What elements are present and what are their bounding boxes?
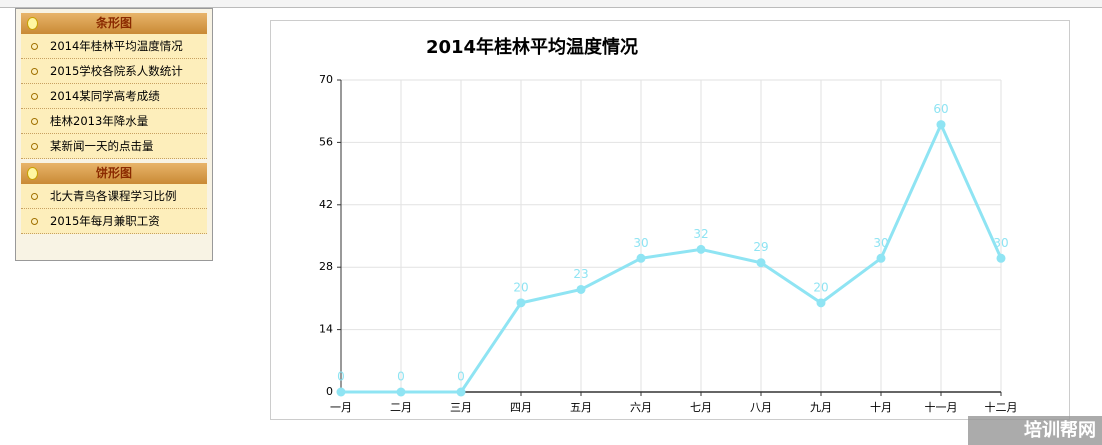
menu-item[interactable]: 北大青鸟各课程学习比例 — [21, 184, 207, 209]
data-label: 60 — [933, 102, 948, 116]
menu-item[interactable]: 2014年桂林平均温度情况 — [21, 34, 207, 59]
data-label: 23 — [573, 267, 588, 281]
y-tick-label: 42 — [319, 198, 333, 211]
data-label: 0 — [457, 370, 465, 384]
menu-item[interactable]: 某新闻一天的点击量 — [21, 134, 207, 159]
menu-item[interactable]: 桂林2013年降水量 — [21, 109, 207, 134]
x-tick-label: 十月 — [870, 400, 892, 414]
menu-item[interactable]: 2015学校各院系人数统计 — [21, 59, 207, 84]
data-point — [696, 244, 706, 254]
y-tick-label: 28 — [319, 260, 333, 273]
data-point — [456, 387, 466, 397]
x-tick-label: 二月 — [390, 401, 412, 414]
data-label: 0 — [397, 370, 405, 384]
data-point — [816, 298, 826, 308]
x-tick-label: 九月 — [810, 401, 832, 414]
data-label: 30 — [993, 236, 1008, 250]
data-label: 29 — [753, 240, 768, 254]
menu-item[interactable]: 2014某同学高考成绩 — [21, 84, 207, 109]
x-tick-label: 五月 — [570, 401, 592, 414]
data-label: 20 — [513, 280, 528, 294]
chart: 2014年桂林平均温度情况 0 14 28 42 56 70 一月 二月 三月 四月 五月 六月 七月 八… — [319, 36, 1018, 414]
data-label: 0 — [337, 370, 345, 384]
chart-title: 2014年桂林平均温度情况 — [426, 36, 638, 58]
x-tick-label: 三月 — [450, 401, 472, 414]
group-header: 条形图 — [21, 13, 207, 34]
data-point — [756, 258, 766, 268]
data-point — [396, 387, 406, 397]
y-tick-label: 14 — [319, 323, 333, 336]
chart-box: 2014年桂林平均温度情况 0 14 28 42 56 70 一月 二月 三月 四月 五月 六月 七月 八… — [270, 20, 1070, 420]
y-tick-label: 0 — [326, 385, 333, 398]
x-tick-label: 八月 — [750, 401, 772, 414]
group-header: 饼形图 — [21, 163, 207, 184]
x-tick-label: 四月 — [510, 401, 532, 414]
sidebar: 条形图 2014年桂林平均温度情况 2015学校各院系人数统计 2014某同学高考成绩… — [15, 8, 213, 261]
y-tick-label: 56 — [319, 135, 333, 148]
data-point — [936, 120, 946, 130]
top-bar — [0, 0, 1102, 8]
data-label: 20 — [813, 280, 828, 294]
data-label: 30 — [873, 236, 888, 250]
y-tick-label: 70 — [319, 73, 333, 86]
menu-item[interactable]: 2015年每月兼职工资 — [21, 209, 207, 234]
x-tick-label: 十一月 — [925, 400, 958, 414]
x-tick-label: 七月 — [690, 401, 712, 414]
data-point — [576, 284, 586, 294]
data-point — [516, 298, 526, 308]
data-point — [996, 253, 1006, 263]
x-tick-label: 十二月 — [985, 400, 1018, 414]
data-point — [636, 253, 646, 263]
x-tick-label: 一月 — [330, 401, 352, 414]
series-line — [341, 120, 1003, 394]
x-tick-label: 六月 — [630, 401, 652, 414]
data-label: 30 — [633, 236, 648, 250]
data-point — [336, 387, 346, 397]
data-label: 32 — [693, 227, 708, 241]
data-point — [876, 253, 886, 263]
watermark: 培训帮网 — [968, 416, 1102, 445]
